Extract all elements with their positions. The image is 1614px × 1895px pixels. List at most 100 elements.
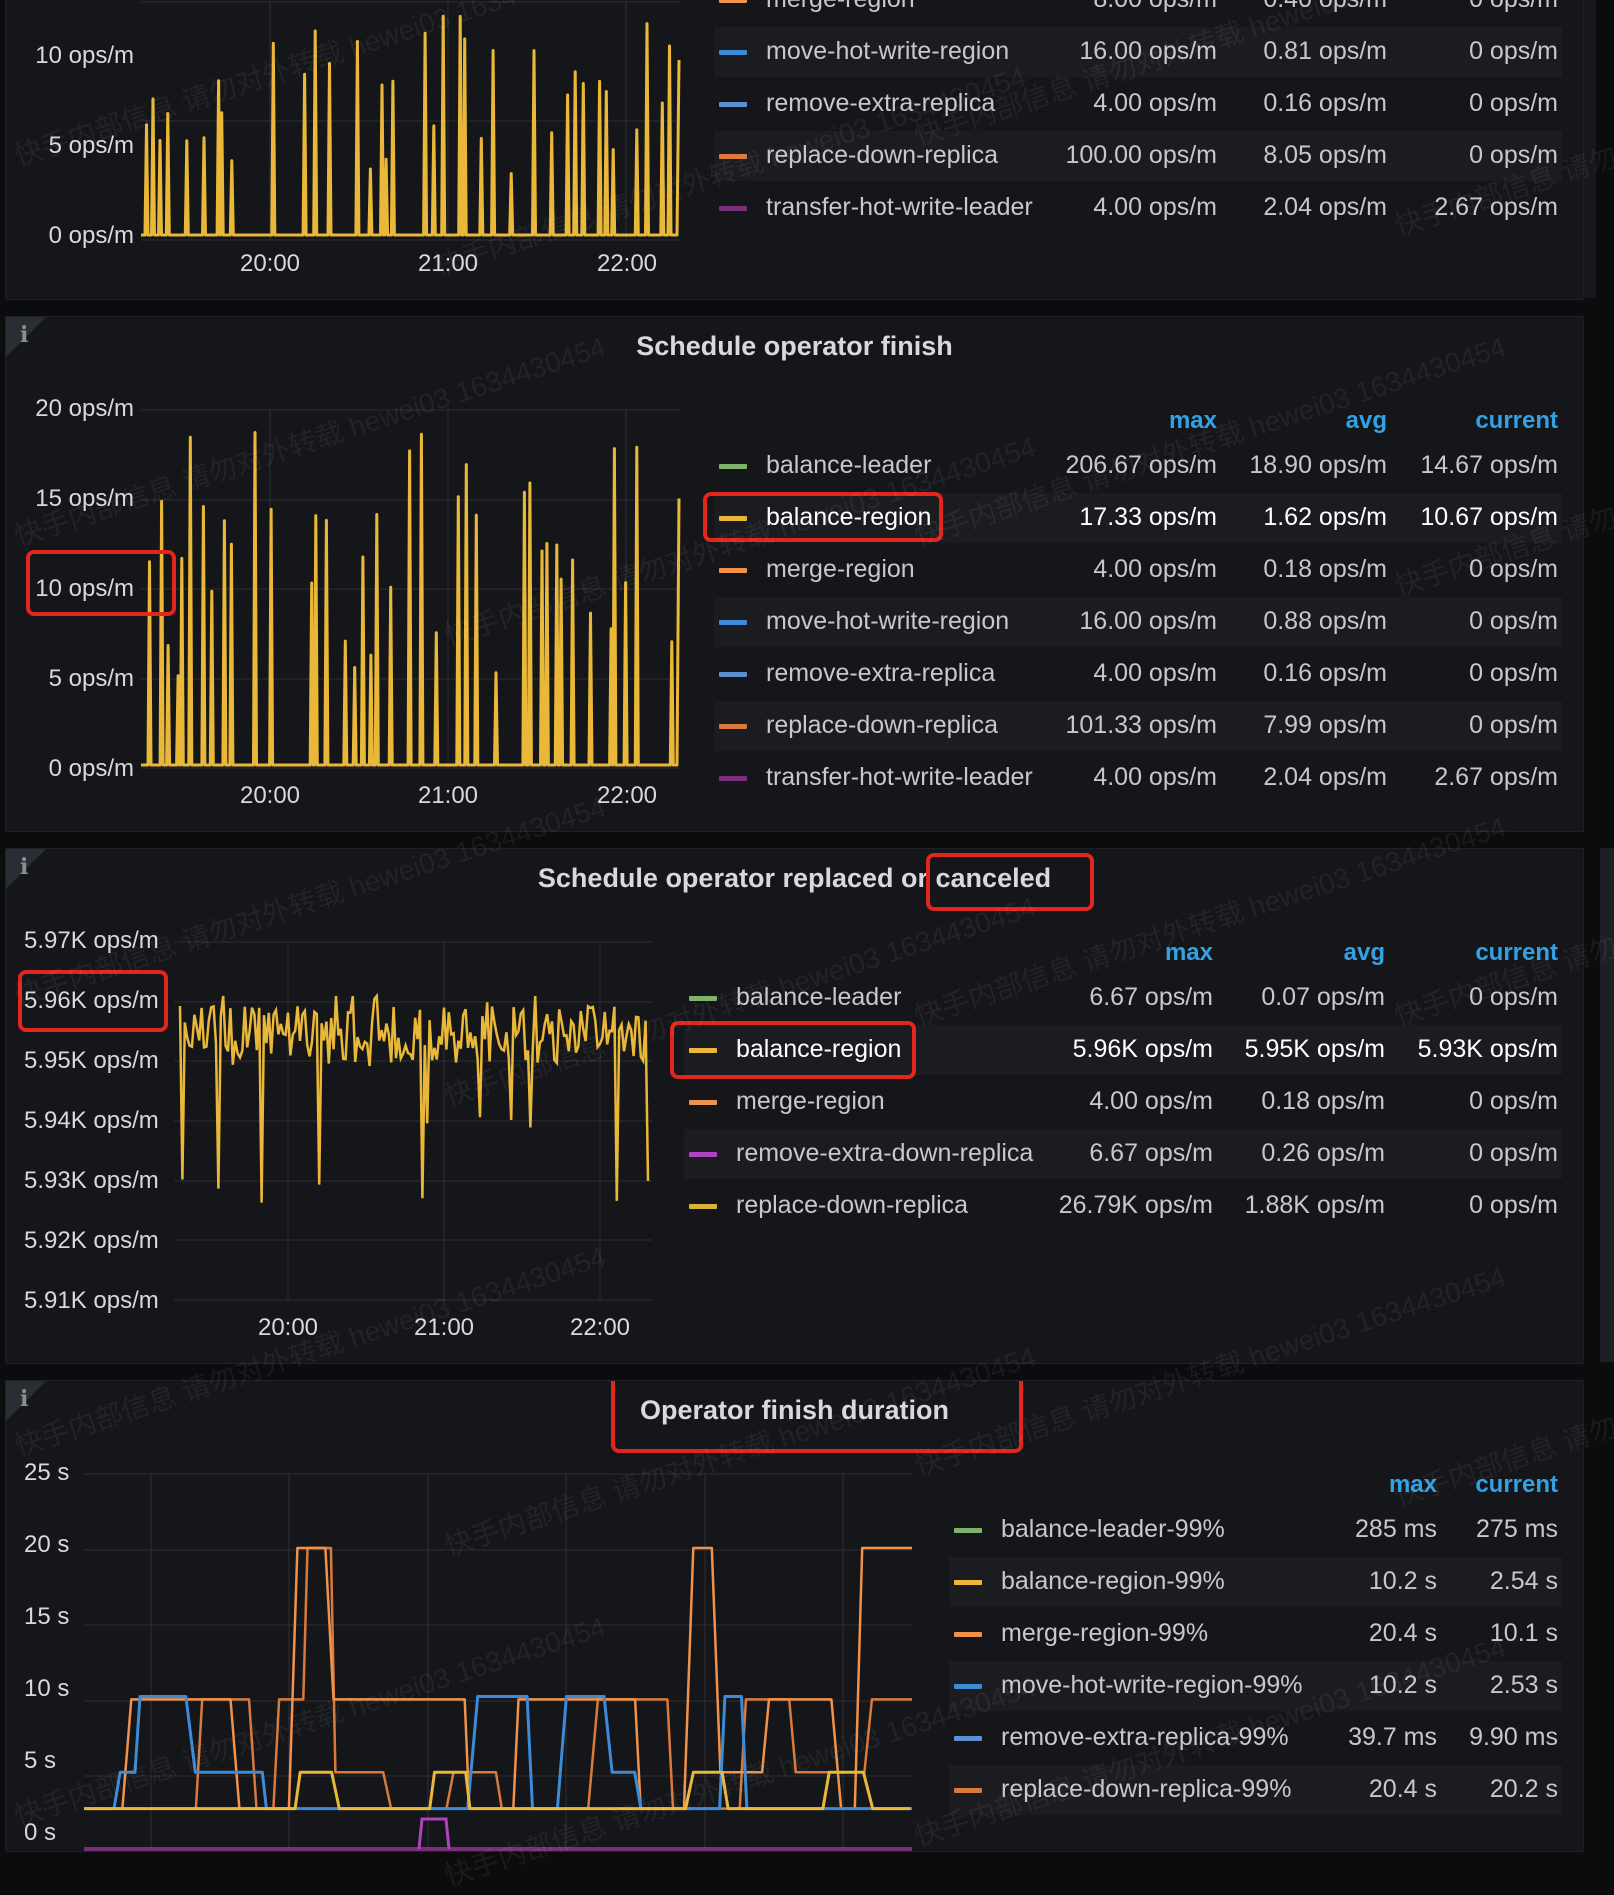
legend-item[interactable]: remove-extra-replica-99% 39.7 ms 9.90 ms [949,1713,1562,1763]
scrollbar[interactable] [1584,0,1596,298]
legend-item[interactable]: remove-extra-replica 4.00 ops/m 0.16 ops/m… [714,649,1562,699]
legend-item[interactable]: balance-region 17.33 ops/m 1.62 ops/m 10.67… [714,493,1562,543]
legend-value-avg: 0.81 ops/m [1263,37,1387,65]
legend-item[interactable]: balance-region 5.96K ops/m 5.95K ops/m 5.93… [684,1025,1562,1075]
legend-item[interactable]: replace-down-replica 100.00 ops/m 8.05 ops… [714,131,1562,181]
legend-series-name: balance-leader-99% [1001,1515,1225,1543]
legend-item[interactable]: remove-extra-replica 4.00 ops/m 0.16 ops/m… [714,79,1562,129]
legend-swatch [719,568,747,573]
legend-item[interactable]: replace-down-replica 26.79K ops/m 1.88K op… [684,1181,1562,1231]
legend-value-avg: 18.90 ops/m [1249,451,1387,479]
panel-title[interactable]: Schedule operator finish [636,331,953,361]
legend-header-max[interactable]: max [1164,939,1213,966]
series-line [141,14,681,237]
chart-area[interactable] [174,941,652,1301]
legend-header-current[interactable]: current [1475,939,1558,966]
legend-value-avg: 0.07 ops/m [1261,983,1385,1011]
x-tick: 22:00 [569,1314,631,1341]
legend-item[interactable]: merge-region-99% 20.4 s 10.1 s [949,1609,1562,1659]
y-tick: 15 s [24,1603,70,1630]
legend-value-current: 20.2 s [1489,1775,1558,1803]
panel-title[interactable]: Operator finish duration [639,1395,949,1425]
legend-value-max: 4.00 ops/m [1093,763,1217,791]
legend-series-name: balance-region-99% [1001,1567,1225,1595]
legend-swatch [719,0,747,3]
legend-swatch [719,516,747,521]
scrollbar[interactable] [1600,848,1614,1362]
legend-item[interactable]: merge-region 8.00 ops/m0.40 ops/m0 ops/m [714,0,1562,25]
series-line [178,992,650,1203]
legend-header-avg[interactable]: avg [1345,407,1387,434]
legend-series-name: balance-region [736,1035,902,1063]
legend-header-current[interactable]: current [1475,1471,1558,1498]
legend-swatch [719,464,747,469]
panel-schedule-operator-create: 10 ops/m 5 ops/m 0 ops/m 20:00 21:00 22:… [5,0,1584,300]
legend-swatch [954,1684,982,1689]
series-line [84,1546,912,1810]
legend-value-max: 4.00 ops/m [1093,89,1217,117]
legend-header-max[interactable]: max [1388,1471,1437,1498]
legend-swatch [719,672,747,677]
legend-swatch [719,102,747,107]
legend-item[interactable]: remove-extra-down-replica 6.67 ops/m 0.26 … [684,1129,1562,1179]
legend-item[interactable]: balance-leader 6.67 ops/m 0.07 ops/m 0 ops/… [684,973,1562,1023]
legend-value-current: 5.93K ops/m [1417,1035,1558,1063]
legend-value-avg: 1.62 ops/m [1263,503,1387,531]
info-icon[interactable]: i [6,849,46,889]
legend-value-avg: 0.16 ops/m [1263,89,1387,117]
x-tick: 21:00 [417,782,479,809]
highlight-box [703,492,943,542]
legend-item[interactable]: move-hot-write-region-99% 10.2 s 2.53 s [949,1661,1562,1711]
series-line [141,431,681,767]
legend-value-max: 20.4 s [1368,1619,1437,1647]
legend-value-current: 0 ops/m [1469,1139,1558,1167]
series-line [417,1817,451,1850]
legend-item[interactable]: balance-region-99% 10.2 s 2.54 s [949,1557,1562,1607]
legend-value-current: 2.67 ops/m [1434,763,1558,791]
legend-item[interactable]: merge-region 4.00 ops/m 0.18 ops/m 0 ops/m [684,1077,1562,1127]
chart-area[interactable] [141,409,681,769]
legend-item[interactable]: move-hot-write-region 16.00 ops/m 0.88 ops… [714,597,1562,647]
legend-swatch [689,1204,717,1209]
legend-item[interactable]: balance-leader-99% 285 ms 275 ms [949,1505,1562,1555]
y-tick: 20 ops/m [35,395,134,422]
legend-value-avg: 7.99 ops/m [1263,711,1387,739]
legend-value-avg: 2.04 ops/m [1263,763,1387,791]
highlight-box [26,550,176,616]
legend-value-max: 6.67 ops/m [1089,1139,1213,1167]
legend-value-max: 6.67 ops/m [1089,983,1213,1011]
legend-value-avg: 0.26 ops/m [1261,1139,1385,1167]
chart-area[interactable] [141,1,681,241]
legend-header-max[interactable]: max [1168,407,1217,434]
legend-value-avg: 1.88K ops/m [1244,1191,1385,1219]
panel-title[interactable]: Schedule operator replaced or canceled [537,863,1052,893]
series-line [84,1770,911,1811]
legend-value-max: 206.67 ops/m [1065,451,1218,479]
legend-value-max: 4.00 ops/m [1093,193,1217,221]
legend-series-name: remove-extra-down-replica [736,1139,1034,1167]
legend-series-name: merge-region [766,0,915,14]
legend-item[interactable]: move-hot-write-region 16.00 ops/m 0.81 ops… [714,27,1562,77]
legend-item[interactable]: transfer-hot-write-leader 4.00 ops/m 2.04 … [714,753,1562,803]
legend-series-name: merge-region [736,1087,885,1115]
legend-header-current[interactable]: current [1475,407,1558,434]
legend-series-name: balance-leader [736,983,902,1011]
legend-value-avg: 5.95K ops/m [1244,1035,1385,1063]
legend-item[interactable]: balance-leader 206.67 ops/m 18.90 ops/m 14.… [714,441,1562,491]
y-tick: 5.91K ops/m [24,1287,159,1314]
y-tick: 5.93K ops/m [24,1167,159,1194]
legend-item[interactable]: merge-region 4.00 ops/m 0.18 ops/m 0 ops/m [714,545,1562,595]
legend-header-avg[interactable]: avg [1343,939,1385,966]
chart-area[interactable] [84,1473,912,1852]
legend-item[interactable]: transfer-hot-write-leader 4.00 ops/m 2.04 … [714,183,1562,233]
legend-value-current: 9.90 ms [1469,1723,1558,1751]
legend-series-name: remove-extra-replica [766,89,996,117]
legend-item[interactable]: replace-down-replica-99% 20.4 s 20.2 s [949,1765,1562,1815]
legend-value-current: 14.67 ops/m [1420,451,1558,479]
legend-value-max: 10.2 s [1368,1671,1437,1699]
x-tick: 22:00 [596,782,658,809]
info-icon[interactable]: i [6,317,46,357]
legend-value-avg: 0.40 ops/m [1187,0,1387,14]
info-icon[interactable]: i [6,1381,46,1421]
legend-item[interactable]: replace-down-replica 101.33 ops/m 7.99 ops… [714,701,1562,751]
